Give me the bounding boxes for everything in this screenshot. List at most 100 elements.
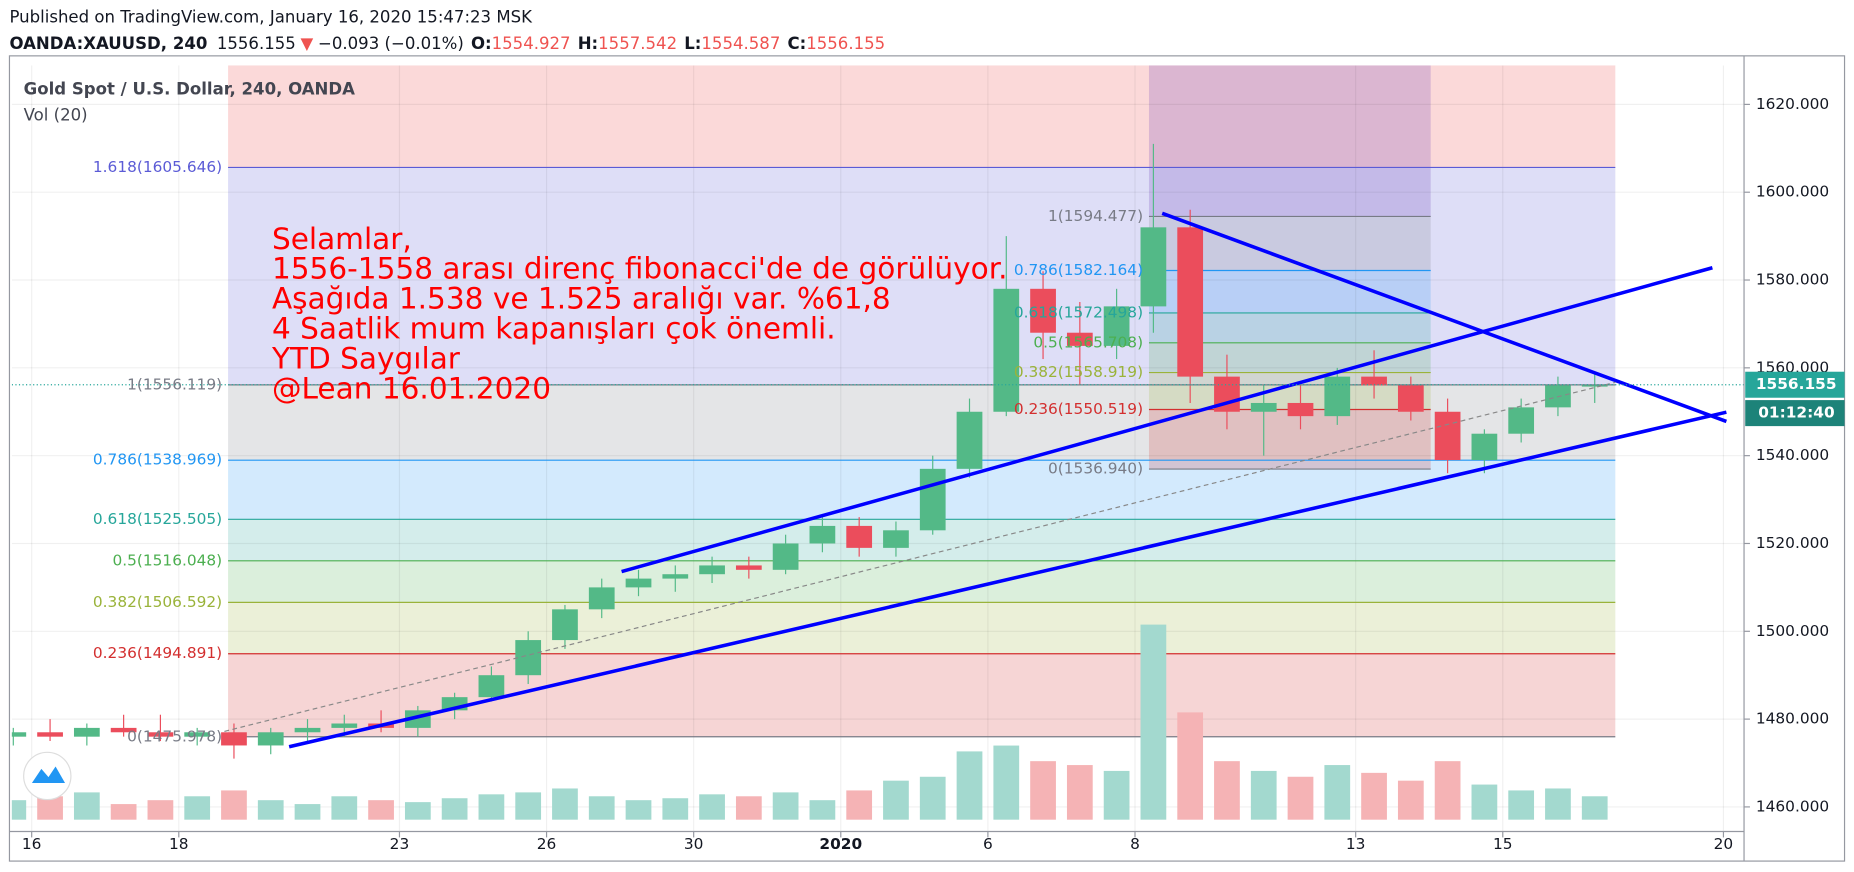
volume-bar bbox=[919, 776, 946, 820]
volume-bar bbox=[1103, 770, 1130, 820]
fib-label: 0.618(1525.505) bbox=[93, 510, 222, 528]
candle-body bbox=[919, 468, 946, 531]
candle-body bbox=[147, 732, 174, 737]
candle-body bbox=[221, 732, 247, 746]
candle-body bbox=[883, 530, 909, 548]
candle-body bbox=[588, 587, 615, 610]
volume-bar bbox=[1324, 765, 1351, 820]
direction: ▼ bbox=[301, 34, 314, 53]
trendline bbox=[1161, 211, 1727, 424]
last: 1556.155 bbox=[217, 34, 296, 53]
x-tick-label: 30 bbox=[684, 835, 704, 853]
y-tick-label: 1580.000 bbox=[1756, 271, 1829, 289]
annotation-line: 4 Saatlik mum kapanışları çok önemli. bbox=[272, 312, 836, 346]
volume-bar bbox=[404, 802, 431, 820]
fib-zone bbox=[228, 167, 1616, 385]
volume-bar bbox=[1581, 796, 1608, 820]
volume-bar bbox=[699, 794, 725, 820]
candle-body bbox=[1434, 411, 1461, 461]
x-tick-label: 23 bbox=[390, 835, 410, 853]
candle-body bbox=[331, 723, 358, 728]
symbol: OANDA:XAUUSD, 240 bbox=[9, 34, 207, 53]
annotation-line: YTD Saygılar bbox=[271, 341, 461, 375]
ohlc-label: L: bbox=[684, 34, 701, 53]
candle-body bbox=[110, 727, 137, 733]
candle-body bbox=[1324, 376, 1351, 417]
volume-bar bbox=[184, 796, 211, 820]
volume-bar bbox=[478, 794, 505, 820]
annotation-line: Selamlar, bbox=[272, 222, 412, 256]
volume-bar bbox=[662, 798, 689, 820]
candle-body bbox=[1397, 385, 1424, 412]
candle-body bbox=[1030, 288, 1056, 333]
volume-bar bbox=[1140, 624, 1167, 820]
fib-label: 0.236(1494.891) bbox=[93, 644, 222, 662]
x-tick-label: 6 bbox=[983, 835, 993, 853]
chart-title: Gold Spot / U.S. Dollar, 240, OANDA bbox=[24, 80, 356, 99]
ohlc-value: 1554.927 bbox=[492, 34, 571, 53]
logo[interactable] bbox=[23, 751, 72, 801]
volume-bar bbox=[1397, 780, 1424, 820]
ohlc-value: 1557.542 bbox=[598, 34, 677, 53]
volume-bar bbox=[1250, 770, 1277, 820]
ohlc-value: 1556.155 bbox=[806, 34, 885, 53]
fib-label: 1.618(1605.646) bbox=[93, 158, 222, 176]
volume-bar bbox=[1177, 712, 1204, 820]
volume-bar bbox=[331, 796, 358, 820]
fib-label: 0.618(1572.498) bbox=[1014, 303, 1143, 321]
last-price-label: 1556.155 bbox=[1756, 375, 1837, 393]
symbol-line: OANDA:XAUUSD, 240 1556.155 ▼ −0.093 (−0.01%… bbox=[9, 34, 885, 53]
x-tick-label: 13 bbox=[1346, 835, 1366, 853]
fib-label: 0(1536.940) bbox=[1048, 460, 1143, 478]
volume-bar bbox=[772, 792, 799, 820]
volume-bar bbox=[1287, 776, 1314, 820]
fib-label: 1(1594.477) bbox=[1048, 207, 1143, 225]
change: −0.093 (−0.01%) bbox=[318, 34, 464, 53]
y-tick-label: 1600.000 bbox=[1756, 183, 1829, 201]
candle-body bbox=[1066, 332, 1093, 346]
x-tick-label: 16 bbox=[22, 835, 42, 853]
volume-bar bbox=[1214, 761, 1240, 820]
trendline bbox=[621, 266, 1713, 574]
volume-bar bbox=[735, 796, 762, 820]
x-tick-label: 20 bbox=[1714, 835, 1734, 853]
candle-body bbox=[1250, 402, 1277, 412]
ohlc-value: 1554.587 bbox=[701, 34, 780, 53]
fib-label: 0.236(1550.519) bbox=[1014, 400, 1143, 418]
candle-body bbox=[846, 525, 873, 548]
candle-body bbox=[515, 640, 542, 676]
volume-bar bbox=[11, 800, 27, 820]
fib-label: 0.5(1516.048) bbox=[112, 551, 222, 569]
volume-bar bbox=[110, 804, 137, 820]
volume-bar bbox=[294, 804, 321, 820]
x-tick-label: 8 bbox=[1130, 835, 1140, 853]
fib-label: 0.382(1506.592) bbox=[93, 593, 222, 611]
volume-bar bbox=[552, 788, 578, 820]
fib-label: 0.786(1582.164) bbox=[1014, 261, 1143, 279]
fib-label: 0.786(1538.969) bbox=[93, 451, 222, 469]
volume-bar bbox=[625, 800, 652, 820]
ohlc-label: H: bbox=[578, 34, 598, 53]
fib-zone bbox=[1148, 409, 1431, 470]
volume-bar bbox=[809, 800, 836, 820]
x-tick-label: 2020 bbox=[819, 835, 862, 853]
annotation-line: @Lean 16.01.2020 bbox=[272, 371, 551, 405]
published: Published on TradingView.com, January 16… bbox=[9, 8, 533, 27]
candle-body bbox=[735, 565, 762, 570]
volume-bar bbox=[147, 800, 174, 820]
trendline bbox=[224, 381, 1616, 732]
volume-bar bbox=[846, 790, 873, 820]
candle-body bbox=[956, 411, 983, 469]
fib-label: 1(1556.119) bbox=[127, 375, 222, 393]
volume-bar bbox=[1471, 784, 1498, 820]
volume-bar bbox=[441, 798, 468, 820]
fib-top-zone bbox=[1148, 65, 1431, 217]
y-tick-label: 1480.000 bbox=[1756, 710, 1829, 728]
volume-bar bbox=[1508, 790, 1535, 820]
volume-bar bbox=[588, 796, 615, 820]
candle-body bbox=[73, 727, 100, 737]
countdown: 01:12:40 bbox=[1758, 404, 1834, 422]
candle-body bbox=[662, 574, 689, 579]
